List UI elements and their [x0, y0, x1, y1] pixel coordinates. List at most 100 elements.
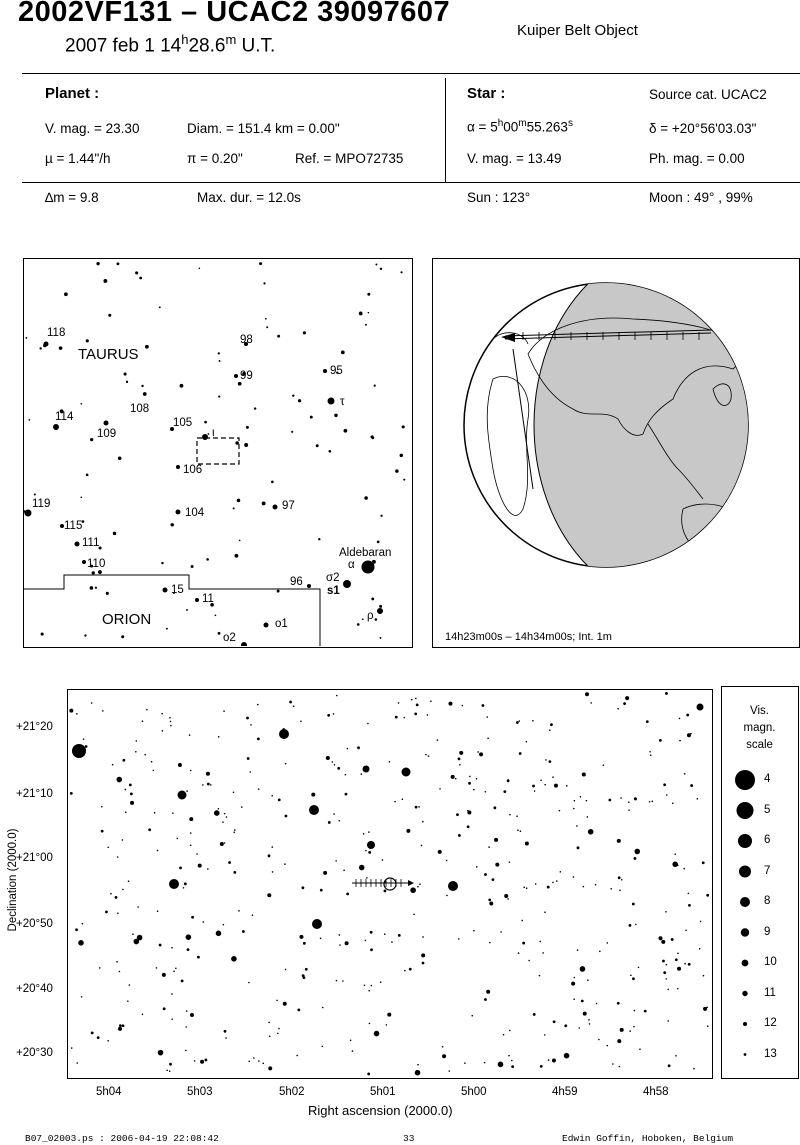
detail-star: [573, 976, 576, 979]
detail-star: [488, 846, 490, 848]
detail-star: [284, 863, 286, 865]
detail-star: [121, 839, 124, 841]
detail-star: [107, 846, 110, 849]
detail-star: [282, 728, 286, 731]
finder-star: [117, 456, 122, 460]
detail-star: [257, 788, 260, 790]
detail-star: [304, 967, 308, 971]
detail-star: [467, 810, 472, 815]
detail-star: [189, 769, 192, 772]
detail-star: [542, 952, 544, 954]
detail-star: [533, 790, 536, 792]
detail-star: [135, 740, 138, 742]
x-tick-label-4h58: 4h58: [643, 1086, 669, 1098]
detail-star: [311, 792, 316, 797]
finder-star: [291, 430, 294, 433]
detail-star: [633, 1025, 635, 1028]
finder-star: [374, 618, 378, 621]
detail-star: [502, 1033, 505, 1036]
detail-star: [544, 911, 546, 914]
star-label-104: 104: [185, 507, 205, 519]
detail-star: [543, 1034, 546, 1036]
detail-star: [118, 1024, 122, 1028]
detail-star: [233, 870, 237, 874]
detail-star: [515, 721, 519, 724]
detail-star: [414, 805, 418, 809]
finder-star: [214, 614, 217, 617]
finder-star: [195, 598, 199, 602]
detail-star: [410, 698, 413, 701]
detail-star: [246, 757, 250, 760]
finder-star: [297, 399, 302, 403]
detail-star: [185, 1026, 187, 1028]
detail-star: [678, 717, 681, 720]
detail-star: [500, 931, 502, 933]
detail-star: [207, 868, 209, 870]
detail-star: [301, 974, 305, 978]
planet-motion: µ = 1.44"/h: [45, 151, 111, 166]
detail-star: [338, 820, 341, 822]
finder-star: [112, 531, 117, 536]
detail-star: [547, 1059, 550, 1061]
detail-star: [365, 849, 367, 852]
finder-star: [271, 480, 274, 484]
detail-star: [677, 952, 679, 955]
finder-star: [358, 311, 363, 316]
detail-star: [267, 893, 272, 898]
detail-star: [698, 947, 701, 950]
detail-star: [188, 734, 191, 736]
detail-star: [667, 1064, 671, 1068]
detail-star: [629, 1030, 632, 1032]
detail-star: [448, 881, 458, 891]
finder-star: [33, 493, 36, 496]
detail-star: [124, 788, 127, 791]
x-tick-label-5h04: 5h04: [96, 1086, 122, 1098]
scale-label: 11: [764, 986, 776, 999]
detail-star: [623, 702, 626, 706]
detail-star: [161, 712, 163, 715]
finder-star: [179, 383, 184, 388]
detail-star: [580, 999, 584, 1003]
finder-star: [401, 425, 405, 429]
detail-star: [417, 885, 419, 888]
detail-star: [327, 713, 331, 717]
detail-star: [191, 915, 194, 919]
scale-dot: [735, 770, 755, 790]
detail-star: [484, 998, 487, 1001]
finder-star: [53, 424, 59, 430]
detail-star: [572, 876, 575, 878]
detail-star: [555, 880, 558, 882]
detail-star: [475, 777, 478, 780]
star-ra: α = 5h00m55.263s: [467, 118, 573, 135]
object-type: Kuiper Belt Object: [517, 22, 638, 39]
star-vmag: V. mag. = 13.49: [467, 151, 562, 166]
detail-star: [519, 830, 522, 832]
finder-star: [84, 634, 87, 637]
detail-star: [489, 901, 494, 906]
detail-star: [136, 934, 143, 941]
finder-star: [236, 498, 241, 503]
detail-star: [630, 974, 632, 977]
detail-star: [671, 802, 674, 805]
finder-star: [98, 570, 102, 575]
detail-star: [425, 753, 427, 756]
detail-star: [672, 861, 678, 868]
star-dec: δ = +20°56'03.03": [649, 121, 757, 136]
detail-star: [368, 1022, 371, 1025]
detail-star: [619, 1027, 624, 1032]
detail-star: [674, 958, 678, 962]
detail-star: [448, 701, 453, 706]
star-label-o1: o1: [275, 618, 288, 630]
detail-star: [628, 801, 630, 804]
detail-star: [414, 1069, 421, 1076]
finder-star: [145, 344, 149, 349]
detail-star: [576, 825, 578, 827]
finder-star: [103, 279, 108, 283]
detail-star: [677, 864, 679, 867]
detail-star: [628, 924, 632, 927]
finder-star: [336, 371, 339, 374]
planet-diameter: Diam. = 151.4 km = 0.00": [187, 121, 340, 136]
finder-star: [170, 523, 174, 527]
detail-star: [426, 714, 429, 716]
x-axis-title: Right ascension (2000.0): [308, 1103, 453, 1118]
